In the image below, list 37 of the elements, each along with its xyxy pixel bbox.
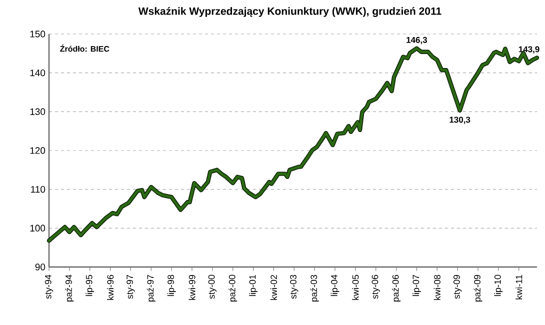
x-tick-label: lip-04 <box>330 274 340 296</box>
x-tick-label: paź-09 <box>474 274 482 302</box>
annotation: 143,9 <box>518 46 540 54</box>
x-tick-label: sty-03 <box>290 274 298 299</box>
x-tick-label: kwi-99 <box>188 274 196 300</box>
x-tick-label: lip-98 <box>167 274 176 296</box>
annotation: Źródło: BIEC <box>60 44 110 52</box>
x-tick-label: sty-97 <box>126 274 135 299</box>
y-tick-label: 110 <box>31 186 46 193</box>
x-tick-label: kwi-02 <box>270 274 278 300</box>
x-tick-label: paź-97 <box>146 274 156 302</box>
x-tick-label: paź-00 <box>228 274 238 302</box>
y-tick-label: 120 <box>30 147 46 154</box>
x-tick-label: lip-95 <box>86 274 94 296</box>
y-tick-label: 90 <box>35 264 46 270</box>
x-tick-label: paź-03 <box>310 274 319 302</box>
x-tick-label: sty-94 <box>44 274 54 299</box>
x-tick-label: kwi-05 <box>352 274 359 300</box>
x-tick-label: sty-06 <box>372 274 380 299</box>
annotation: 130,3 <box>450 116 470 124</box>
annotation: 146,3 <box>406 36 428 44</box>
x-tick-label: sty-09 <box>453 274 462 299</box>
x-tick-label: lip-10 <box>494 274 503 296</box>
y-tick-label: 130 <box>30 108 46 116</box>
x-tick-label: paź-06 <box>392 274 401 302</box>
x-tick-label: lip-01 <box>249 274 258 296</box>
line-series <box>46 46 540 243</box>
y-tick-label: 100 <box>30 224 46 232</box>
x-tick-label: paź-94 <box>65 274 74 302</box>
x-tick-label: kwi-11 <box>516 274 522 300</box>
x-tick-label: sty-00 <box>208 274 217 299</box>
y-tick-label: 140 <box>30 69 46 76</box>
chart-title: Wskaźnik Wyprzedzający Koniunktury (WWK), grudzień 2011 <box>138 7 442 17</box>
x-tick-label: lip-07 <box>412 274 421 296</box>
x-tick-label: kwi-96 <box>106 274 114 300</box>
y-tick-label: 150 <box>30 30 46 38</box>
x-tick-label: kwi-08 <box>434 274 440 300</box>
